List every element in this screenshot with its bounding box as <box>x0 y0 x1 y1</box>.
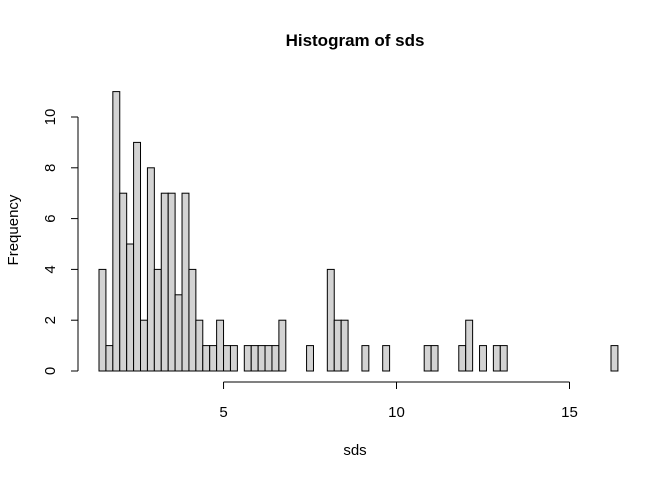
histogram-bar <box>98 268 107 372</box>
y-axis: 0 2 4 6 8 10 <box>42 109 79 375</box>
histogram-bar <box>153 268 162 372</box>
histogram-bar <box>223 345 231 372</box>
y-tick-label: 8 <box>42 164 59 172</box>
histogram-bar <box>174 294 183 372</box>
y-tick-label: 10 <box>42 109 59 126</box>
histogram-bar <box>140 319 148 372</box>
histogram-bar <box>250 345 259 372</box>
histogram-bar <box>202 345 211 372</box>
histogram-bar <box>216 319 225 372</box>
x-tick-label: 10 <box>388 404 405 421</box>
histogram-bar <box>167 192 176 372</box>
histogram-bar <box>112 91 121 372</box>
histogram-bar <box>209 345 218 372</box>
y-tick-label: 4 <box>42 265 59 273</box>
histogram-bar <box>271 345 280 372</box>
histogram-bar <box>499 345 508 372</box>
x-tick-label: 15 <box>561 404 578 421</box>
histogram-bar <box>479 345 487 372</box>
y-tick-label: 6 <box>42 214 59 222</box>
histogram-bar <box>465 319 474 372</box>
histogram-bar <box>264 345 273 372</box>
histogram-bar <box>333 319 342 372</box>
histogram-bar <box>126 243 135 372</box>
histogram-bar <box>257 345 266 372</box>
histogram-bar <box>195 319 204 372</box>
histogram-bar <box>133 141 142 372</box>
bars-group <box>98 91 619 372</box>
histogram-bar <box>430 345 439 372</box>
chart-title: Histogram of sds <box>286 31 425 50</box>
histogram-bar <box>306 345 314 372</box>
histogram-bar <box>326 268 335 372</box>
histogram-bar <box>119 192 128 372</box>
histogram-bar <box>146 167 155 372</box>
histogram-bar <box>382 345 391 372</box>
x-tick-label: 5 <box>219 404 227 421</box>
histogram-bar <box>160 192 169 372</box>
histogram-bar <box>243 345 252 372</box>
histogram-bar <box>610 345 619 372</box>
y-tick-label: 2 <box>42 316 59 324</box>
histogram-bar <box>278 319 287 372</box>
y-axis-label: Frequency <box>5 194 22 265</box>
histogram-bar <box>229 345 238 372</box>
histogram-bar <box>188 268 197 372</box>
histogram-bar <box>458 345 467 372</box>
x-axis-label: sds <box>343 442 366 459</box>
histogram-bar <box>181 192 190 372</box>
histogram-bar <box>340 319 349 372</box>
histogram-bar <box>105 345 114 372</box>
histogram-bar <box>492 345 501 372</box>
y-tick-label: 0 <box>42 367 59 375</box>
histogram-bar <box>423 345 432 372</box>
histogram-bar <box>361 345 370 372</box>
x-axis: 5 10 15 <box>219 381 578 421</box>
